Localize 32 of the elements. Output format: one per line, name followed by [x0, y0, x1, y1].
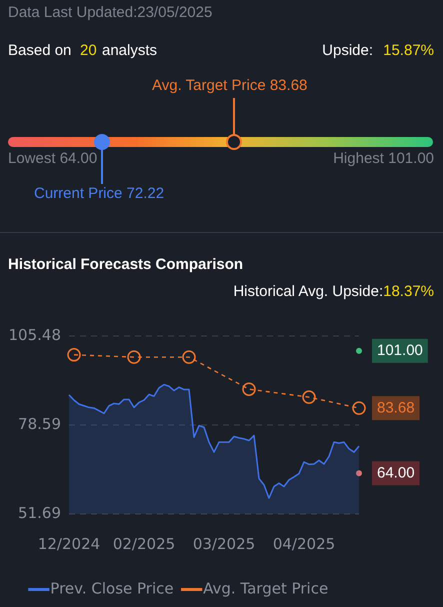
chart-title: Historical Forecasts Comparison: [8, 256, 244, 273]
text: 20: [80, 42, 97, 59]
text: Upside:: [322, 42, 373, 59]
data-label: 64.00: [377, 464, 415, 482]
x-tick-label: 12/2024: [38, 534, 100, 553]
y-tick-label: 78.59: [18, 414, 61, 433]
data-label: 101.00: [377, 342, 423, 359]
text: analysts: [102, 42, 158, 59]
x-tick-label: 04/2025: [272, 534, 336, 553]
text: Highest 101.00: [333, 150, 434, 167]
point: [242, 382, 256, 396]
legend-label: Prev. Close Price: [50, 579, 174, 598]
text: Lowest 64.00: [8, 150, 98, 167]
point: [127, 350, 141, 364]
chart-subtitle: Historical Avg. Upside:18.37%: [233, 283, 434, 300]
data-label: 83.68: [377, 399, 415, 416]
x-tick-label: 02/2025: [112, 534, 176, 553]
y-tick-label: 105.48: [8, 326, 61, 344]
text: 15.87%: [383, 42, 434, 59]
text: Avg. Target Price 83.68: [152, 77, 308, 94]
point: [356, 348, 362, 354]
point: [356, 470, 362, 476]
text: Current Price 72.22: [34, 185, 164, 202]
text: Data Last Updated:23/05/2025: [8, 4, 212, 21]
point: [67, 348, 81, 362]
point: [182, 350, 196, 364]
x-tick-label: 03/2025: [192, 534, 256, 553]
point: [352, 401, 366, 415]
point: [302, 390, 316, 404]
y-tick-label: 51.69: [18, 504, 61, 522]
legend-label: Avg. Target Price: [203, 579, 328, 598]
text: Based on: [8, 42, 72, 59]
